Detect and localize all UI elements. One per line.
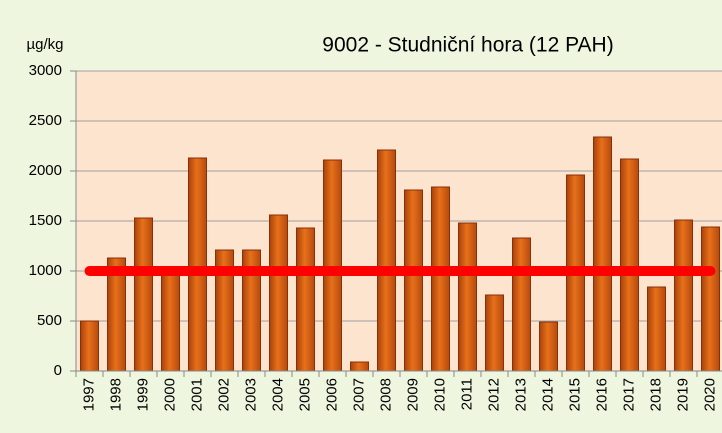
bar [513,238,531,371]
bar [378,150,396,371]
y-tick-label: 2500 [29,112,62,129]
bar [324,160,342,371]
x-tick-label: 2000 [161,378,178,411]
bar [81,321,99,371]
bar [270,215,288,371]
x-tick-label: 1998 [107,378,124,411]
x-tick-label: 2014 [539,378,556,411]
bar [540,322,558,371]
chart: µg/kg 9002 - Studniční hora (12 PAH) 0 50… [0,0,722,433]
x-tick-label: 2010 [431,378,448,411]
bar [135,218,153,371]
x-tick-label: 2012 [485,378,502,411]
page: {"chart_data": {"type": "bar", "title": … [0,0,722,433]
bar [405,190,423,371]
x-tick-label: 2019 [674,378,691,411]
x-tick-label: 2020 [701,378,718,411]
x-tick-label: 2015 [566,378,583,411]
x-tick-label: 2002 [215,378,232,411]
x-tick-label: 2005 [296,378,313,411]
y-axis-label: µg/kg [27,36,64,53]
bar [675,220,693,371]
bar [432,187,450,371]
y-tick-label: 2000 [29,162,62,179]
x-tick-label: 2016 [593,378,610,411]
bar [189,158,207,371]
bar [648,287,666,371]
bar [621,159,639,371]
x-tick-label: 2013 [512,378,529,411]
x-tick-label: 2006 [323,378,340,411]
y-tick-label: 1500 [29,212,62,229]
x-tick-label: 2001 [188,378,205,411]
x-tick-label: 2011 [458,378,475,410]
x-tick-label: 2017 [620,378,637,411]
bar [594,137,612,371]
x-tick-label: 2003 [242,378,259,411]
y-tick-label: 3000 [29,62,62,79]
chart-title: 9002 - Studniční hora (12 PAH) [322,34,613,57]
x-tick-label: 2007 [350,378,367,411]
y-tick-label: 1000 [29,262,62,279]
bar [162,271,180,371]
y-tick-label: 0 [54,362,62,379]
x-tick-label: 2004 [269,378,286,411]
y-tick-label: 500 [37,312,62,329]
bar [459,223,477,371]
x-tick-label: 2018 [647,378,664,411]
x-tick-label: 2009 [404,378,421,411]
x-tick-label: 1997 [80,378,97,411]
bar [297,228,315,371]
bar [486,295,504,371]
bar [351,362,369,371]
x-tick-label: 2008 [377,378,394,411]
x-tick-label: 1999 [134,378,151,411]
bar [702,227,720,371]
